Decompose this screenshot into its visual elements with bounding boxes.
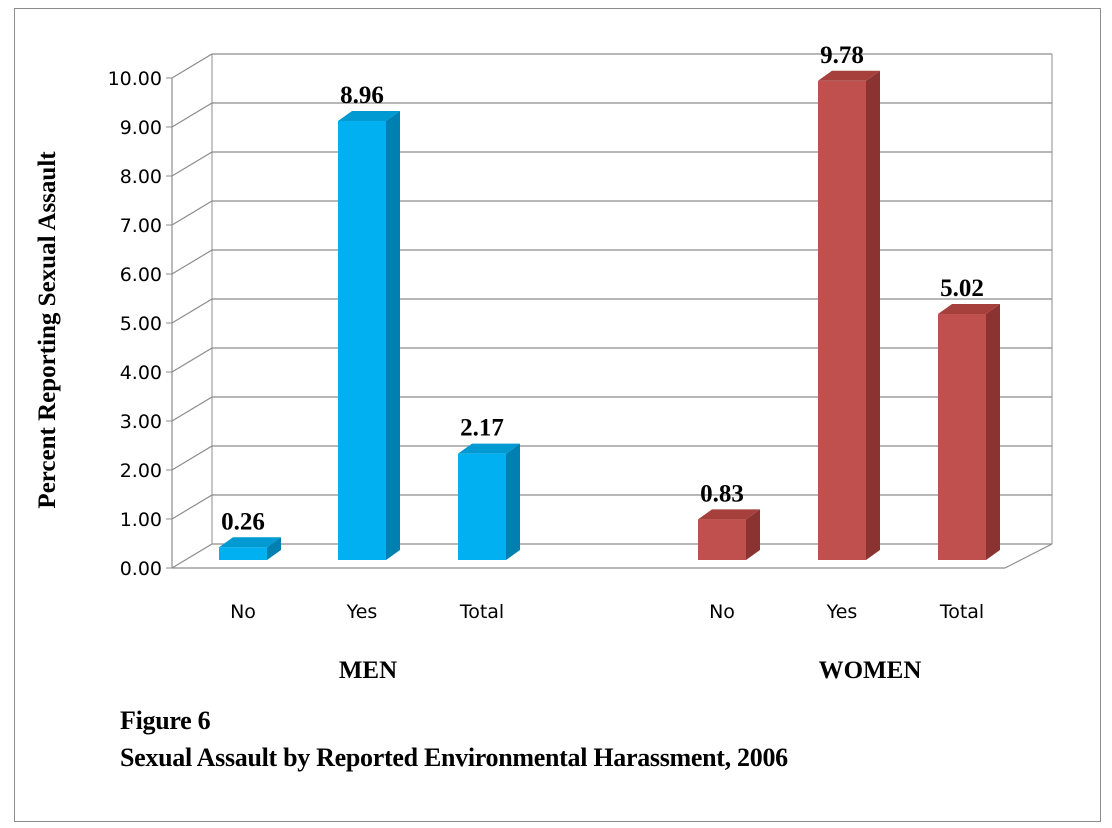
y-axis-ticks: 0.00 1.00 2.00 3.00 4.00 5.00 6.00 7.00 8.00 9.00… — [108, 68, 162, 580]
x-tick-label: Yes — [826, 601, 858, 623]
y-tick-label: 7.00 — [120, 215, 162, 237]
y-tick-label: 3.00 — [120, 411, 162, 433]
figure-number: Figure 6 — [120, 706, 211, 735]
gridlines — [166, 53, 1053, 569]
bar-top — [458, 443, 520, 454]
data-label: 9.78 — [820, 42, 864, 69]
y-tick-label: 4.00 — [120, 362, 162, 384]
y-tick-label: 0.00 — [120, 558, 162, 580]
bar-top — [818, 70, 880, 81]
data-label: 2.17 — [460, 415, 504, 442]
gridline — [171, 298, 1052, 324]
y-tick-label: 5.00 — [120, 313, 162, 335]
bar — [938, 314, 986, 560]
y-tick-label: 8.00 — [120, 166, 162, 188]
gridline — [171, 249, 1052, 275]
gridline — [171, 102, 1052, 128]
bars — [219, 70, 1000, 561]
y-tick-label: 10.00 — [108, 68, 162, 90]
data-labels: 0.26 8.96 2.17 0.83 9.78 5.02 — [221, 42, 984, 535]
gridline — [171, 396, 1052, 422]
x-tick-label: No — [709, 601, 735, 623]
bar-side — [267, 537, 281, 560]
bar-side — [986, 304, 1000, 560]
group-label: MEN — [339, 657, 397, 684]
y-tick-label: 2.00 — [120, 460, 162, 482]
x-tick-label: No — [230, 601, 256, 623]
bar — [458, 453, 506, 560]
bar-side — [506, 443, 520, 560]
x-tick-label: Total — [939, 601, 984, 623]
gridline — [171, 53, 1052, 79]
x-tick-label: Yes — [346, 601, 378, 623]
figure-title: Sexual Assault by Reported Environmental… — [120, 743, 788, 772]
gridline — [171, 200, 1052, 226]
gridline — [171, 347, 1052, 373]
bar-top — [219, 537, 281, 548]
data-label: 0.26 — [221, 508, 265, 535]
data-label: 8.96 — [340, 82, 384, 109]
floor-right-edge — [1004, 543, 1053, 569]
group-labels: MEN WOMEN — [339, 657, 922, 684]
bar — [219, 547, 267, 560]
y-axis-label: Percent Reporting Sexual Assault — [34, 151, 61, 509]
bar-top — [938, 304, 1000, 315]
x-axis-ticks: No Yes Total No Yes Total — [230, 601, 984, 623]
bar — [338, 120, 386, 561]
y-tick-label: 1.00 — [120, 509, 162, 531]
group-label: WOMEN — [819, 657, 922, 684]
gridline — [171, 494, 1052, 520]
bar-top — [698, 509, 760, 520]
bar-side — [746, 509, 760, 560]
bar-side — [866, 70, 880, 560]
gridline — [171, 151, 1052, 177]
bar — [698, 519, 746, 560]
y-tick-label: 9.00 — [120, 117, 162, 139]
bar-top — [338, 110, 400, 121]
data-label: 0.83 — [700, 480, 744, 507]
bar — [818, 80, 866, 560]
x-tick-label: Total — [459, 601, 504, 623]
figure-frame — [14, 8, 1101, 822]
gridline — [171, 543, 1052, 569]
y-tick-label: 6.00 — [120, 264, 162, 286]
data-label: 5.02 — [940, 275, 984, 302]
gridline — [171, 445, 1052, 471]
bar-side — [386, 110, 400, 561]
